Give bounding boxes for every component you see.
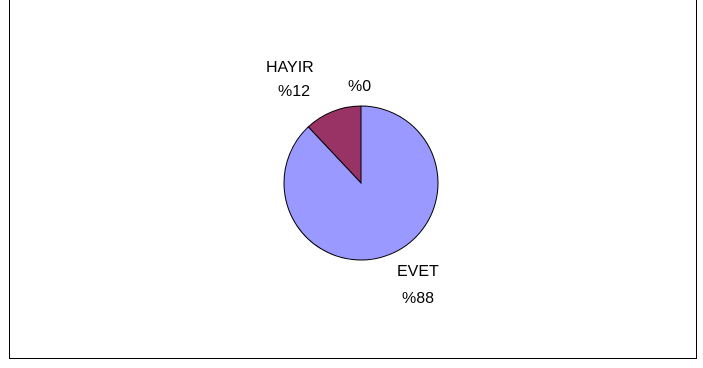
pie-slice-evet	[283, 105, 439, 261]
slice-label-zero-value: %0	[348, 78, 371, 95]
slice-label-hayir-name: HAYIR	[266, 59, 314, 76]
slice-label-evet-value: %88	[402, 290, 434, 307]
pie-slices	[283, 105, 439, 261]
slice-label-hayir-value: %12	[278, 83, 310, 100]
slice-label-evet-name: EVET	[397, 263, 439, 280]
